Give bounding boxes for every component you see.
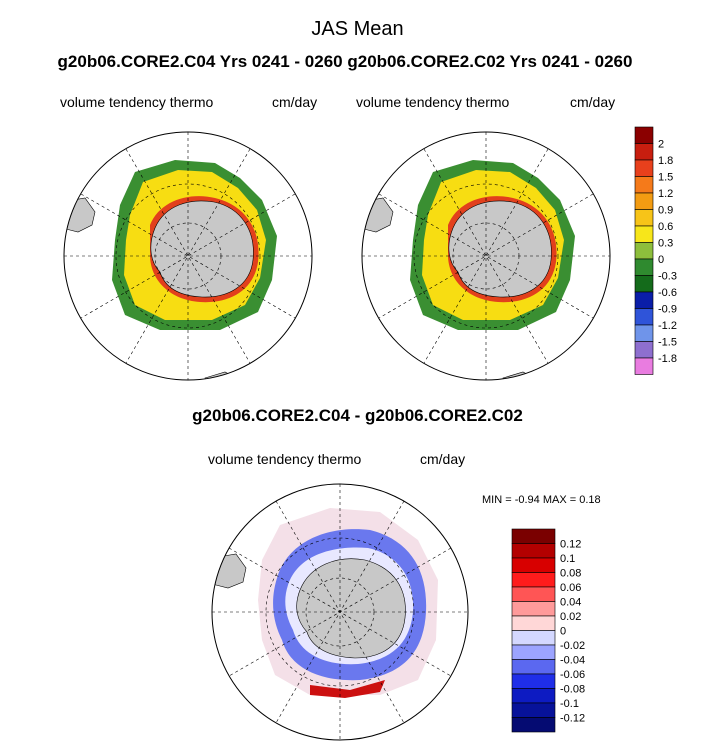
bottom-colorbar-swatch <box>511 543 556 559</box>
panel1-units-label: cm/day <box>272 94 318 110</box>
bottom-colorbar-swatch <box>511 630 556 646</box>
bottom-colorbar-swatch <box>511 644 556 660</box>
panel3-red-edge <box>310 680 385 698</box>
bottom-colorbar-tick-label: 0.04 <box>560 597 581 609</box>
top-colorbar-swatch <box>634 159 654 177</box>
figure-subtitle: g20b06.CORE2.C04 Yrs 0241 - 0260 g20b06.… <box>57 52 633 71</box>
bottom-colorbar-swatch <box>511 659 556 675</box>
top-colorbar-swatch <box>634 308 654 326</box>
figure-title: JAS Mean <box>311 18 404 40</box>
top-colorbar-tick-label: 1.5 <box>658 172 673 184</box>
top-colorbar-tick-label: 2 <box>658 139 664 151</box>
top-colorbar-tick-label: -0.6 <box>658 287 677 299</box>
top-colorbar-tick-label: 1.2 <box>658 188 673 200</box>
top-colorbar-swatch <box>634 357 654 375</box>
bottom-colorbar-tick-label: -0.1 <box>560 698 579 710</box>
top-colorbar-swatch <box>634 126 654 144</box>
bottom-colorbar-tick-label: 0 <box>560 626 566 638</box>
top-colorbar-swatch <box>634 291 654 309</box>
panel2-antarctica <box>448 200 552 298</box>
bottom-colorbar: 0.12 0.1 0.08 0.06 0.04 0.02 0 -0.02 -0.04 -0.06 -… <box>511 528 585 733</box>
top-colorbar-swatch <box>634 176 654 194</box>
bottom-colorbar-tick-label: 0.1 <box>560 553 575 565</box>
panel2-map <box>361 131 611 381</box>
panel2-variable-label: volume tendency thermo <box>356 94 510 110</box>
top-colorbar-tick-label: -1.8 <box>658 353 677 365</box>
top-colorbar-swatch <box>634 341 654 359</box>
panel1-variable-label: volume tendency thermo <box>60 94 214 110</box>
top-colorbar-swatch <box>634 275 654 293</box>
bottom-colorbar-swatch <box>511 702 556 718</box>
bottom-colorbar-swatch <box>511 557 556 573</box>
bottom-colorbar-tick-label: -0.06 <box>560 669 585 681</box>
top-colorbar-swatch <box>634 242 654 260</box>
bottom-colorbar-swatch <box>511 688 556 704</box>
panel3-variable-label: volume tendency thermo <box>208 451 362 467</box>
bottom-colorbar-tick-label: 0.06 <box>560 582 581 594</box>
top-colorbar-tick-label: -0.9 <box>658 304 677 316</box>
bottom-colorbar-swatch <box>511 572 556 588</box>
top-colorbar-swatch <box>634 225 654 243</box>
bottom-colorbar-tick-label: -0.12 <box>560 713 585 725</box>
top-colorbar-tick-label: -0.3 <box>658 271 677 283</box>
top-colorbar-tick-label: 0.9 <box>658 205 673 217</box>
top-colorbar-tick-label: -1.2 <box>658 320 677 332</box>
top-colorbar-tick-label: 0.6 <box>658 221 673 233</box>
panel3-map <box>211 483 469 741</box>
bottom-colorbar-swatch <box>511 601 556 617</box>
top-colorbar-swatch <box>634 192 654 210</box>
panel2-units-label: cm/day <box>570 94 616 110</box>
top-colorbar-swatch <box>634 209 654 227</box>
bottom-colorbar-tick-label: -0.02 <box>560 640 585 652</box>
top-colorbar-tick-label: 0 <box>658 254 664 266</box>
top-colorbar-swatch <box>634 258 654 276</box>
bottom-colorbar-swatch <box>511 717 556 733</box>
top-colorbar-swatch <box>634 143 654 161</box>
panel1-antarctica <box>150 200 254 298</box>
min-max-stats: MIN = -0.94 MAX = 0.18 <box>482 494 601 506</box>
top-colorbar-swatch <box>634 324 654 342</box>
bottom-colorbar-swatch <box>511 615 556 631</box>
bottom-colorbar-tick-label: 0.02 <box>560 611 581 623</box>
bottom-colorbar-tick-label: 0.08 <box>560 568 581 580</box>
top-colorbar-tick-label: 1.8 <box>658 155 673 167</box>
bottom-colorbar-tick-label: -0.08 <box>560 684 585 696</box>
panel3-antarctica <box>296 558 406 659</box>
bottom-colorbar-tick-label: 0.12 <box>560 539 581 551</box>
panel3-units-label: cm/day <box>420 451 466 467</box>
top-colorbar-tick-label: -1.5 <box>658 337 677 349</box>
panel1-map <box>63 131 313 381</box>
top-colorbar-tick-label: 0.3 <box>658 238 673 250</box>
difference-title: g20b06.CORE2.C04 - g20b06.CORE2.C02 <box>192 406 523 425</box>
bottom-colorbar-swatch <box>511 586 556 602</box>
bottom-colorbar-swatch <box>511 528 556 544</box>
bottom-colorbar-tick-label: -0.04 <box>560 655 585 667</box>
bottom-colorbar-swatch <box>511 673 556 689</box>
top-colorbar: 2 1.8 1.5 1.2 0.9 0.6 0.3 0 -0.3 -0.6 -0.9 -1.2 -1.5… <box>634 126 677 375</box>
